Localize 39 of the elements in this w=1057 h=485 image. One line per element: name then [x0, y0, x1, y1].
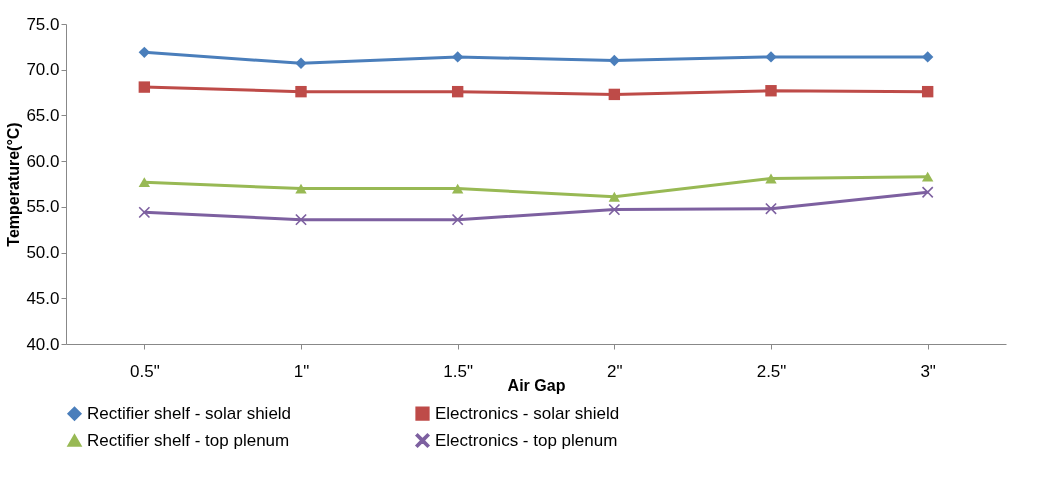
y-tick-label: 70.0 [26, 60, 60, 80]
point [295, 85, 307, 98]
y-tick-label: 45.0 [26, 288, 60, 308]
point [138, 177, 151, 188]
point [451, 85, 464, 98]
x-tick-label: 3" [920, 361, 936, 381]
point [765, 85, 777, 97]
x-axis-title: Air Gap [507, 376, 566, 394]
x-tick-label: 2" [607, 361, 623, 381]
point [138, 46, 151, 59]
legend-label: Electronics - top plenum [435, 430, 618, 450]
y-tick-label: 65.0 [26, 105, 60, 125]
legend-label: Rectifier shelf - solar shield [87, 403, 292, 423]
point [608, 203, 621, 216]
point [765, 51, 777, 63]
x-tick-label: 2.5" [756, 361, 787, 381]
point [451, 213, 464, 226]
y-tick-label: 50.0 [26, 243, 60, 263]
point [295, 183, 307, 194]
point [921, 85, 934, 98]
y-tick-label: 40.0 [26, 334, 60, 354]
legend-label: Electronics - solar shield [435, 403, 620, 423]
point [921, 171, 934, 182]
x-tick-label: 1.5" [443, 361, 473, 381]
point [608, 191, 621, 202]
legend-label: Rectifier shelf - top plenum [87, 430, 290, 450]
point [608, 88, 621, 101]
point [138, 81, 151, 93]
point [295, 57, 307, 70]
y-tick-label: 60.0 [26, 151, 60, 171]
x-tick-label: 1" [293, 361, 310, 381]
point [765, 173, 777, 184]
y-tick-label: 55.0 [26, 197, 60, 217]
y-axis-title: Temperature(°C) [5, 122, 23, 247]
point [921, 186, 934, 198]
x-tick-label: 0.5" [130, 361, 160, 381]
point [138, 206, 151, 219]
point [451, 183, 464, 194]
y-tick-label: 75.0 [26, 14, 60, 34]
